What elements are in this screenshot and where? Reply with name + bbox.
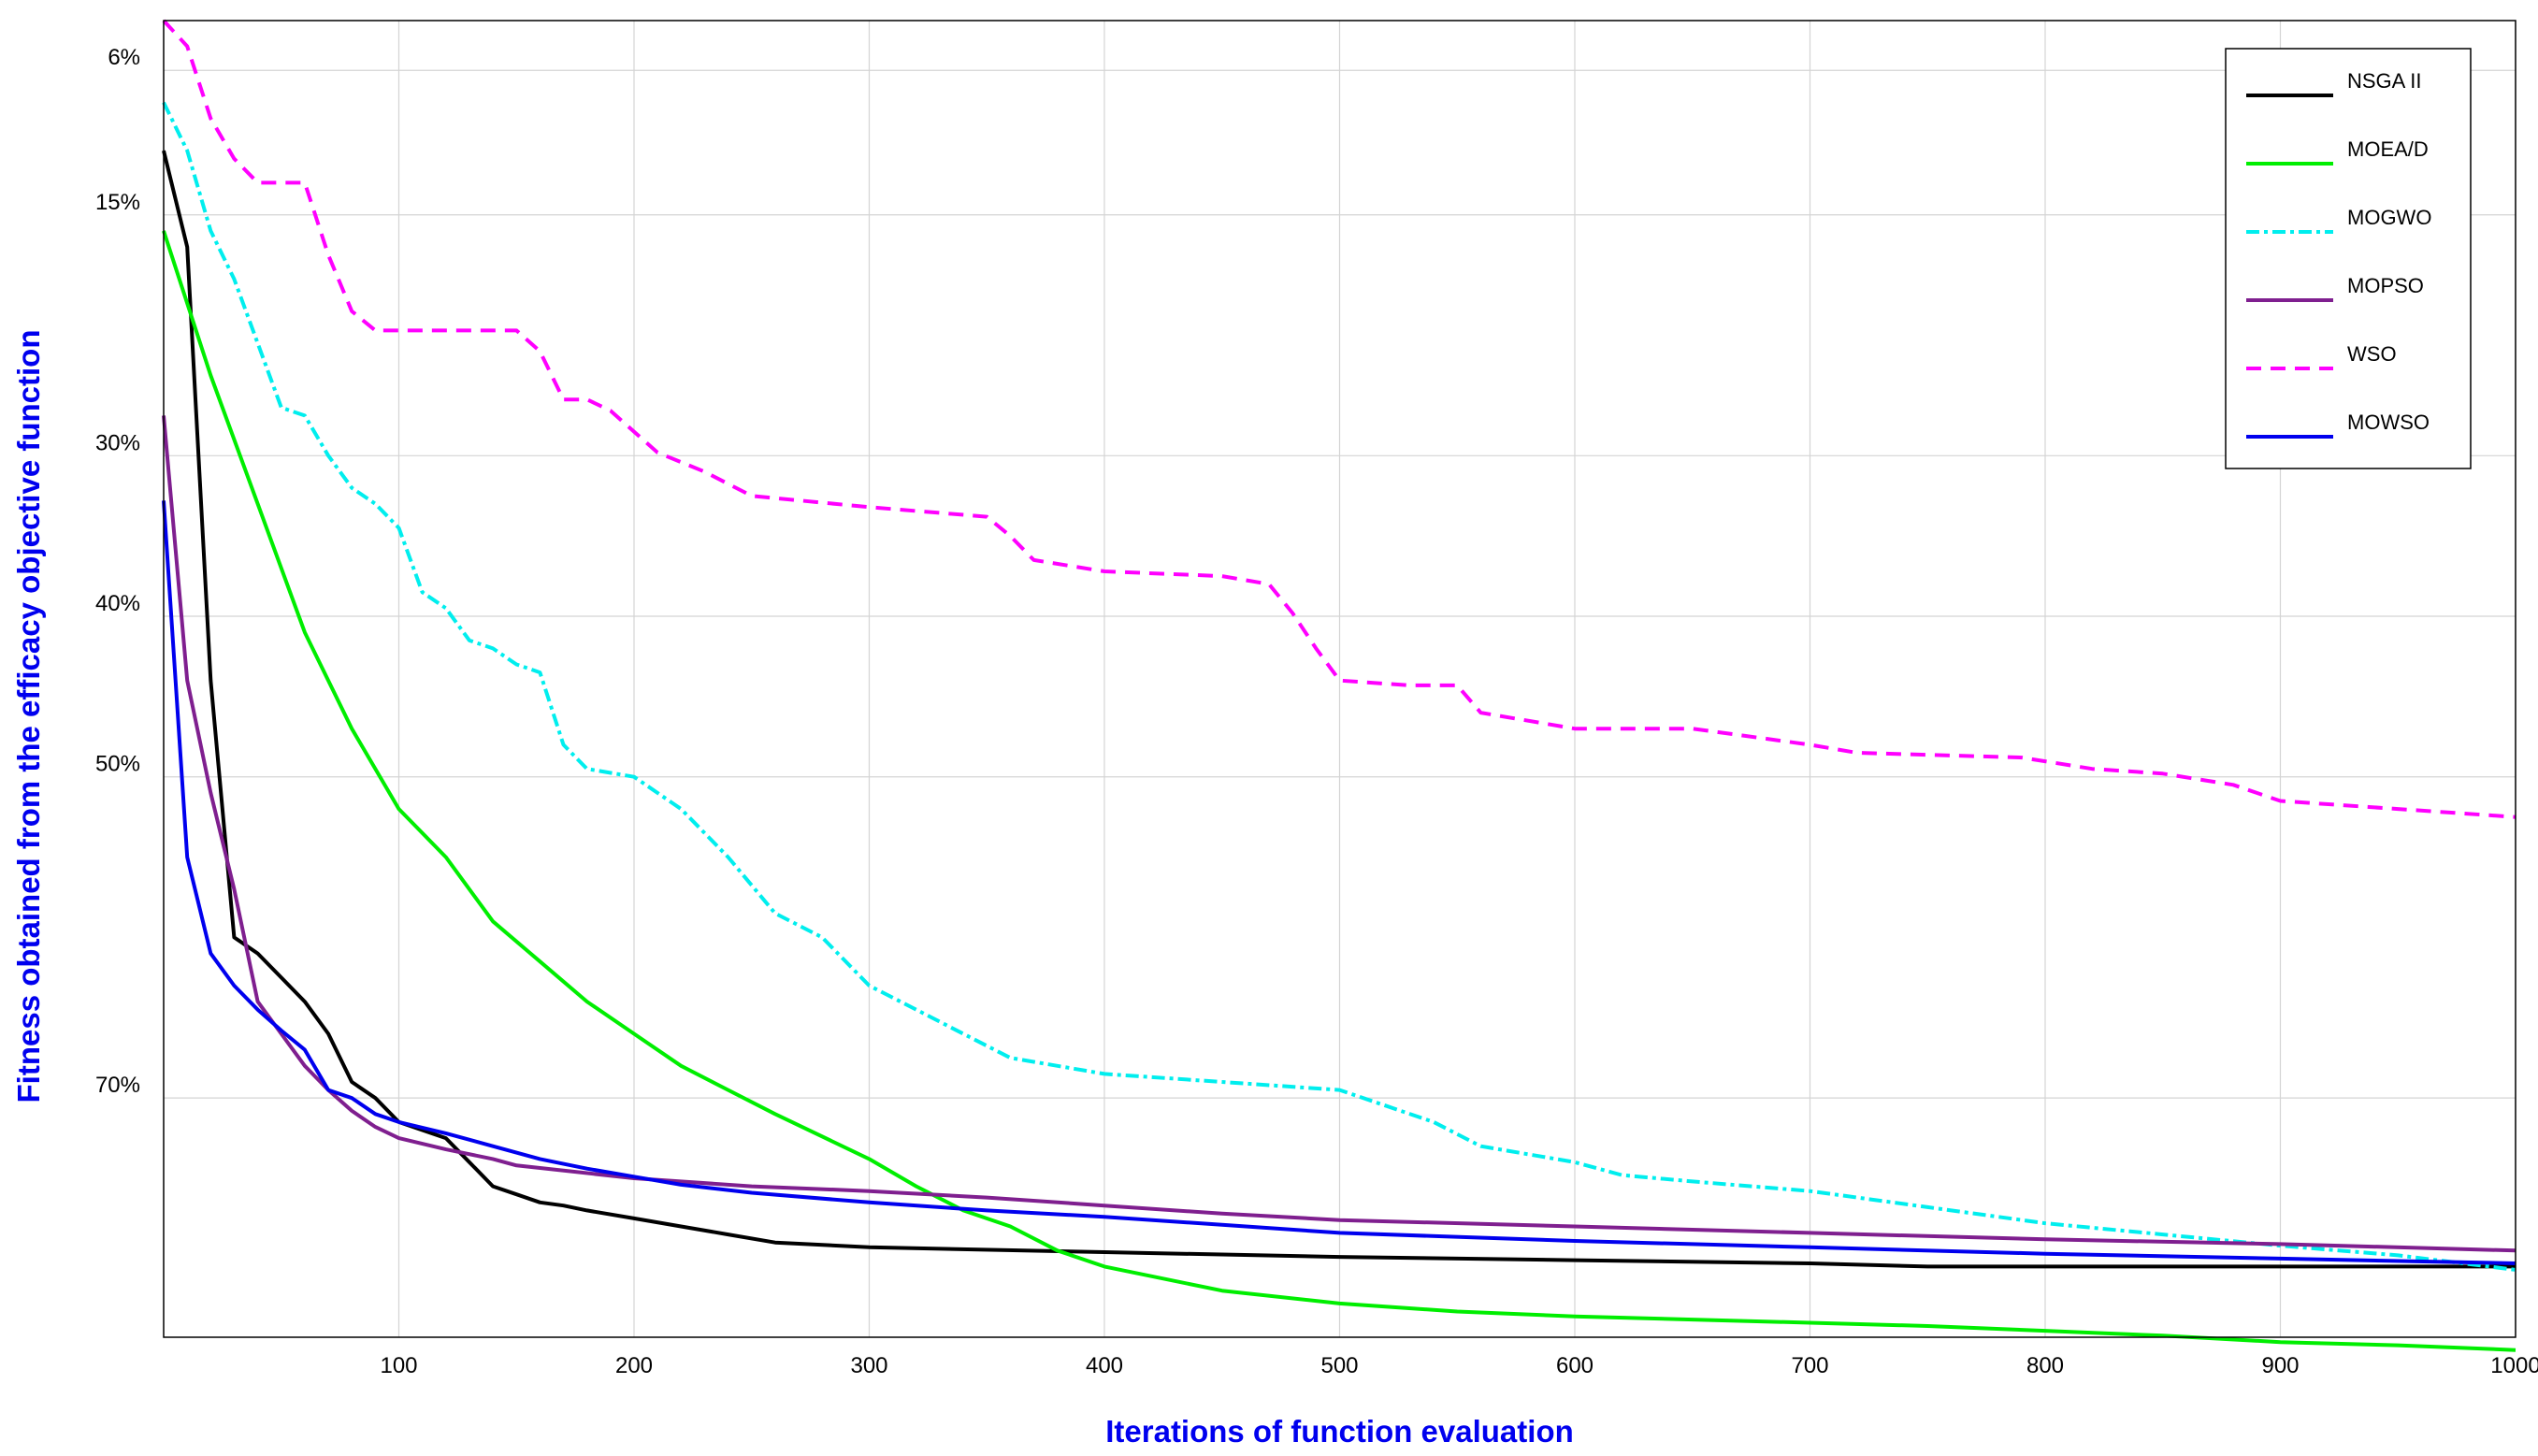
plot-frame [163, 20, 2516, 1338]
x-tick-label: 700 [1791, 1353, 1828, 1378]
x-tick-label: 300 [850, 1353, 887, 1378]
series-line-4 [162, 415, 2516, 1253]
x-tick-label: 800 [2026, 1353, 2064, 1378]
x-tick-label: 1000 [2490, 1353, 2538, 1378]
series-line-1 [162, 150, 2516, 1269]
y-tick-labels: 6% 15% 30% 40% 50% 70% [95, 45, 140, 1098]
y-tick-label: 30% [95, 430, 140, 455]
legend-label: NSGA II [2347, 69, 2421, 93]
series-line-2 [162, 230, 2516, 1352]
x-tick-label: 600 [1556, 1353, 1593, 1378]
y-tick-label: 15% [95, 190, 140, 215]
x-tick-label: 100 [380, 1353, 417, 1378]
series-lines [162, 19, 2516, 1352]
x-tick-label: 900 [2261, 1353, 2299, 1378]
x-tick-label: 500 [1320, 1353, 1358, 1378]
series-line-5 [162, 19, 2516, 819]
y-axis-label: Fitness obtained from the efficacy objec… [11, 330, 46, 1103]
x-tick-label: 200 [615, 1353, 653, 1378]
x-axis-label: Iterations of function evaluation [1105, 1414, 1574, 1449]
legend-label: MOEA/D [2347, 137, 2429, 161]
x-tick-labels: 100 200 300 400 500 600 700 800 900 1000 [380, 1353, 2538, 1378]
series-line-6 [162, 500, 2516, 1265]
series-line-3 [162, 101, 2516, 1272]
y-tick-label: 6% [108, 45, 140, 70]
legend-box [2225, 48, 2472, 469]
y-tick-label: 70% [95, 1073, 140, 1098]
legend: NSGA II MOEA/D MOGWO MOPSO WSO MOWSO [2225, 48, 2472, 469]
legend-label: WSO [2347, 342, 2397, 366]
legend-label: MOGWO [2347, 206, 2431, 229]
y-tick-label: 50% [95, 752, 140, 777]
x-tick-label: 400 [1086, 1353, 1123, 1378]
y-tick-label: 40% [95, 591, 140, 616]
legend-label: MOWSO [2347, 411, 2430, 434]
legend-label: MOPSO [2347, 274, 2424, 297]
